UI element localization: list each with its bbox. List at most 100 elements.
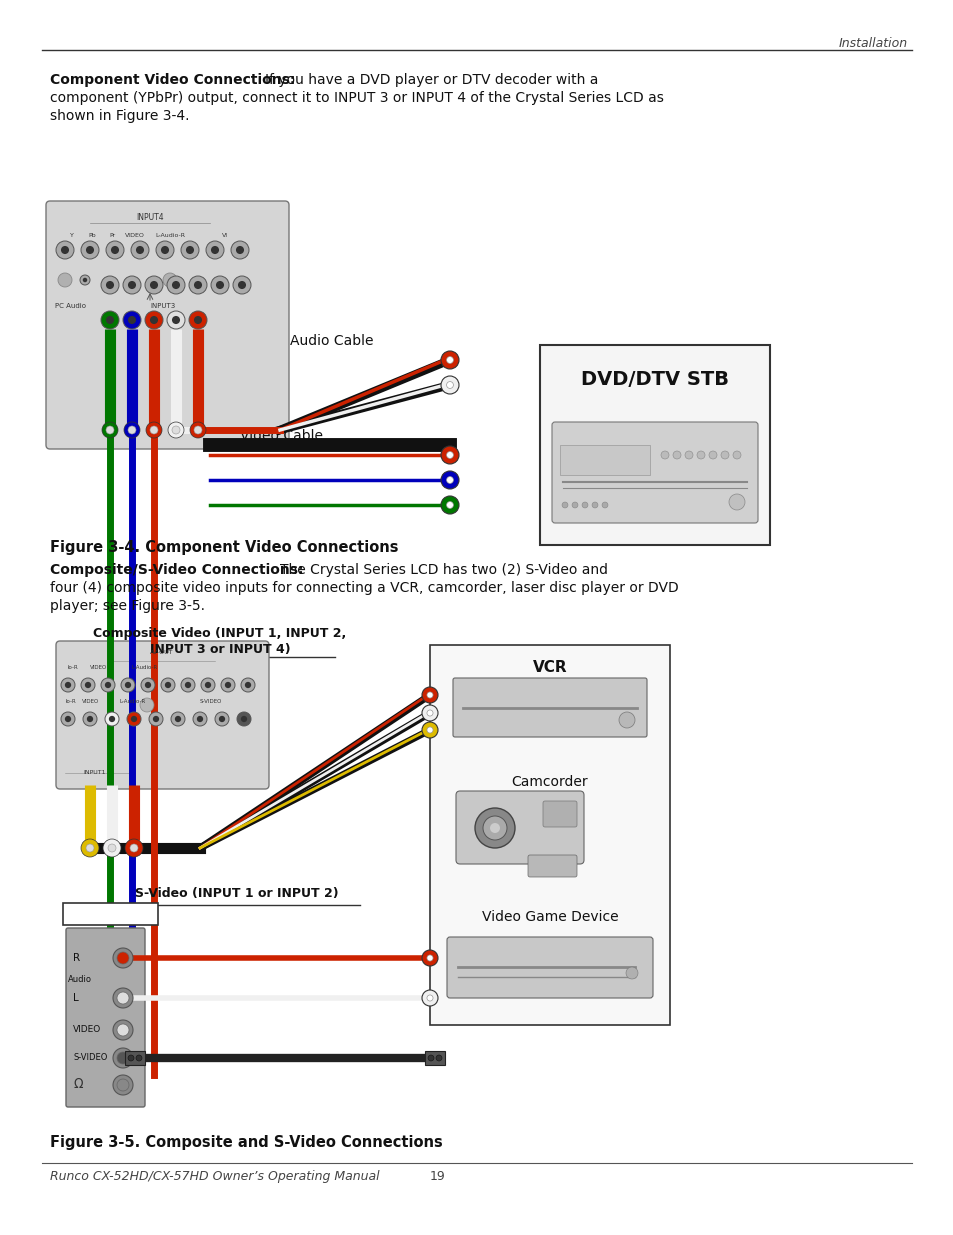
- Circle shape: [145, 275, 163, 294]
- Circle shape: [150, 280, 158, 289]
- Circle shape: [125, 839, 143, 857]
- Circle shape: [86, 246, 94, 254]
- Circle shape: [124, 422, 140, 438]
- Circle shape: [136, 1055, 142, 1061]
- Text: Pb: Pb: [88, 233, 95, 238]
- Circle shape: [193, 713, 207, 726]
- Circle shape: [65, 716, 71, 722]
- Circle shape: [128, 426, 136, 433]
- Circle shape: [112, 1020, 132, 1040]
- Circle shape: [117, 1052, 129, 1065]
- Circle shape: [117, 1079, 129, 1091]
- Text: L: L: [73, 993, 79, 1003]
- Text: VCR: VCR: [532, 659, 567, 676]
- Circle shape: [189, 275, 207, 294]
- Circle shape: [136, 246, 144, 254]
- Text: Camcorder: Camcorder: [511, 776, 588, 789]
- Text: PC Audio: PC Audio: [55, 303, 86, 309]
- Text: Composite/S-Video Connections:: Composite/S-Video Connections:: [50, 563, 303, 577]
- Text: INPUT 3 or INPUT 4): INPUT 3 or INPUT 4): [150, 643, 290, 656]
- Text: Figure 3-4. Component Video Connections: Figure 3-4. Component Video Connections: [50, 540, 398, 555]
- Text: L-Audio-R: L-Audio-R: [132, 664, 158, 671]
- Text: L-Audio-R: L-Audio-R: [154, 233, 185, 238]
- Circle shape: [235, 246, 244, 254]
- FancyBboxPatch shape: [447, 937, 652, 998]
- Circle shape: [168, 422, 184, 438]
- Circle shape: [427, 727, 433, 734]
- FancyBboxPatch shape: [56, 641, 269, 789]
- Circle shape: [117, 952, 129, 965]
- Circle shape: [436, 1055, 441, 1061]
- Circle shape: [128, 1055, 133, 1061]
- Circle shape: [236, 713, 251, 726]
- FancyBboxPatch shape: [46, 201, 289, 450]
- Circle shape: [181, 241, 199, 259]
- Text: player; see Figure 3-5.: player; see Figure 3-5.: [50, 599, 205, 613]
- Circle shape: [172, 316, 180, 324]
- Circle shape: [81, 678, 95, 692]
- Circle shape: [81, 241, 99, 259]
- Circle shape: [112, 948, 132, 968]
- Circle shape: [196, 716, 203, 722]
- Circle shape: [660, 451, 668, 459]
- Circle shape: [112, 1049, 132, 1068]
- Text: VI: VI: [222, 233, 228, 238]
- Circle shape: [561, 501, 567, 508]
- Text: Runco CX-52HD/CX-57HD Owner’s Operating Manual: Runco CX-52HD/CX-57HD Owner’s Operating …: [50, 1170, 379, 1183]
- Circle shape: [80, 275, 90, 285]
- Text: four (4) composite video inputs for connecting a VCR, camcorder, laser disc play: four (4) composite video inputs for conn…: [50, 580, 678, 595]
- Circle shape: [697, 451, 704, 459]
- Text: S-VIDEO: S-VIDEO: [200, 699, 222, 704]
- Text: L-Audio-R: L-Audio-R: [120, 699, 146, 704]
- FancyBboxPatch shape: [456, 790, 583, 864]
- Circle shape: [193, 316, 202, 324]
- Circle shape: [428, 1055, 434, 1061]
- Circle shape: [245, 682, 251, 688]
- Circle shape: [193, 426, 202, 433]
- Circle shape: [61, 713, 75, 726]
- Circle shape: [201, 678, 214, 692]
- Circle shape: [732, 451, 740, 459]
- Circle shape: [81, 839, 99, 857]
- Circle shape: [117, 1024, 129, 1036]
- FancyBboxPatch shape: [527, 855, 577, 877]
- Circle shape: [109, 716, 115, 722]
- Text: Ω: Ω: [73, 1078, 83, 1092]
- Circle shape: [618, 713, 635, 727]
- Circle shape: [163, 273, 177, 287]
- Circle shape: [106, 280, 114, 289]
- Circle shape: [728, 494, 744, 510]
- Circle shape: [225, 682, 231, 688]
- Circle shape: [58, 273, 71, 287]
- Circle shape: [141, 678, 154, 692]
- Circle shape: [421, 705, 437, 721]
- Circle shape: [145, 682, 151, 688]
- Text: Video Game Device: Video Game Device: [481, 910, 618, 924]
- Circle shape: [131, 716, 137, 722]
- Circle shape: [440, 471, 458, 489]
- Circle shape: [101, 678, 115, 692]
- Circle shape: [112, 1074, 132, 1095]
- Circle shape: [446, 382, 453, 389]
- Text: Installation: Installation: [838, 37, 907, 49]
- Circle shape: [427, 710, 433, 716]
- Circle shape: [83, 713, 97, 726]
- Circle shape: [572, 501, 578, 508]
- Text: shown in Figure 3-4.: shown in Figure 3-4.: [50, 109, 190, 124]
- Circle shape: [87, 716, 93, 722]
- Text: Figure 3-5. Composite and S-Video Connections: Figure 3-5. Composite and S-Video Connec…: [50, 1135, 442, 1150]
- Text: VIDEO: VIDEO: [90, 664, 107, 671]
- Text: Audio: Audio: [68, 976, 91, 984]
- Text: Video Cable: Video Cable: [240, 429, 323, 443]
- FancyBboxPatch shape: [559, 445, 649, 475]
- Circle shape: [106, 241, 124, 259]
- Circle shape: [205, 682, 211, 688]
- Circle shape: [240, 716, 247, 722]
- Circle shape: [117, 992, 129, 1004]
- Text: VIDEO: VIDEO: [125, 233, 145, 238]
- Circle shape: [121, 678, 135, 692]
- Bar: [424, 1051, 444, 1065]
- Circle shape: [708, 451, 717, 459]
- Circle shape: [111, 246, 119, 254]
- Circle shape: [149, 713, 163, 726]
